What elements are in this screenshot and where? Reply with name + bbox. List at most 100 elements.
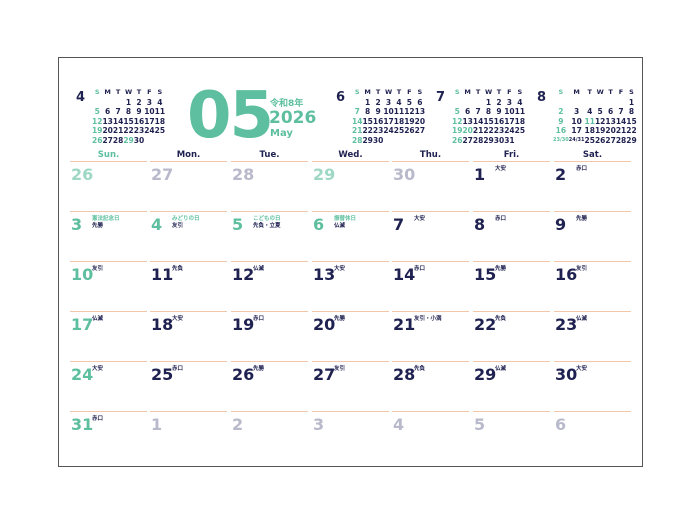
day-annotation: 先勝 xyxy=(253,366,264,373)
mini-day: 26 xyxy=(452,135,463,145)
mini-calendar-4: 4 S M T W T F S 1 2 3 4 5 6 7 8 9 10 11 12 13 14 15 16 17 18 19 20 2… xyxy=(76,88,166,146)
mini-day: 31 xyxy=(504,135,515,145)
day-cell: 4 xyxy=(392,411,469,461)
mini-day xyxy=(102,98,112,108)
mini-day: 28 xyxy=(472,135,484,145)
day-annotation: 仏滅 xyxy=(495,366,506,373)
day-annotation: 大安 xyxy=(414,216,425,223)
mini-day: 29 xyxy=(626,135,637,145)
day-cell: 22 先負 xyxy=(473,311,550,361)
mini-day: 2 xyxy=(496,97,502,107)
mini-weekday: T xyxy=(375,88,381,96)
rokuyo-label: 大安 xyxy=(576,366,588,372)
rokuyo-label: 赤口 xyxy=(253,316,265,322)
mini-day: 15 xyxy=(483,116,494,126)
mini-day: 27 xyxy=(605,135,616,145)
mini-day xyxy=(92,98,102,108)
mini-day xyxy=(144,136,154,146)
mini-day: 2 xyxy=(136,97,142,107)
mini-day: 3 xyxy=(574,107,580,117)
mini-weekday: T xyxy=(587,88,592,96)
mini-day xyxy=(155,136,165,146)
mini-day: 6 xyxy=(105,107,111,117)
mini-day: 25 xyxy=(393,126,405,136)
mini-day: 22 xyxy=(123,126,134,136)
day-cell: 27 xyxy=(150,161,227,211)
mini-day: 25 xyxy=(584,135,595,145)
day-cell: 18 大安 xyxy=(150,311,227,361)
mini-day: 5 xyxy=(597,107,603,117)
day-cell: 12 仏滅 xyxy=(231,261,308,311)
day-annotation: 大安 xyxy=(334,266,345,273)
day-cell: 29 xyxy=(312,161,389,211)
mini-calendar-6: 6 S M T W T F S 1 2 3 4 5 6 7 8 9 10 11 12 13 14 15 16 17 18 19 20 2… xyxy=(336,88,426,146)
mini-weekday: S xyxy=(629,88,634,96)
mini-day xyxy=(473,98,483,108)
mini-weekday: S xyxy=(354,88,360,96)
japanese-era-year: 令和8年 xyxy=(270,99,304,109)
rokuyo-label: 仏滅 xyxy=(334,223,346,229)
weekday-header: Wed. xyxy=(338,150,363,160)
mini-day: 19 xyxy=(92,126,103,136)
day-number: 11 xyxy=(151,265,174,284)
mini-day: 12 xyxy=(452,116,463,126)
day-annotation: 友引 xyxy=(92,266,103,273)
day-number: 24 xyxy=(71,365,94,384)
mini-day: 12 xyxy=(92,116,103,126)
mini-day: 21 xyxy=(615,126,627,136)
mini-day: 1 xyxy=(485,97,492,107)
day-number: 26 xyxy=(232,365,255,384)
day-cell: 28 xyxy=(231,161,308,211)
weekday-header: Mon. xyxy=(176,150,201,160)
day-cell: 15 先勝 xyxy=(473,261,550,311)
mini-day: 18 xyxy=(393,116,405,126)
mini-day: 13 xyxy=(102,116,113,126)
mini-calendar-month: 7 xyxy=(436,90,446,105)
day-annotation: 友引 xyxy=(334,366,345,373)
mini-day: 17 xyxy=(144,116,155,126)
mini-weekday: W xyxy=(124,88,133,96)
mini-day: 15 xyxy=(362,116,373,126)
mini-weekday: T xyxy=(396,88,402,96)
day-number: 27 xyxy=(313,365,336,384)
mini-day: 25 xyxy=(154,126,166,136)
holiday-name: みどりの日 xyxy=(172,216,200,222)
mini-day: 19 xyxy=(404,116,415,126)
mini-day xyxy=(404,136,414,146)
rokuyo-label: 大安 xyxy=(172,316,184,322)
day-annotation: 憲法記念日 先勝 xyxy=(92,216,120,230)
mini-calendar-8: 8 S M T W T F S 1 2 3 4 5 6 7 8 9 10 11 12 13 14 15 16 17 18 19 20 2… xyxy=(537,88,637,146)
mini-calendar-month: 6 xyxy=(336,90,346,105)
mini-day: 23/30 xyxy=(553,137,569,144)
day-cell: 3 xyxy=(312,411,389,461)
mini-weekday: S xyxy=(517,88,523,96)
mini-day: 3 xyxy=(385,97,392,107)
mini-day xyxy=(452,98,462,108)
mini-day: 7 xyxy=(354,107,360,117)
mini-day: 28 xyxy=(615,135,627,145)
rokuyo-label: 大安 xyxy=(495,166,507,172)
mini-day: 2 xyxy=(558,107,564,117)
day-number: 28 xyxy=(232,165,255,184)
rokuyo-label: 友引・小満 xyxy=(414,316,442,322)
calendar-page xyxy=(58,57,643,467)
mini-weekday: M xyxy=(573,88,580,96)
mini-weekday: S xyxy=(558,88,564,96)
holiday-name: 振替休日 xyxy=(334,216,357,222)
day-annotation: 先負 xyxy=(414,366,425,373)
mini-day: 26 xyxy=(404,126,415,136)
mini-day: 18 xyxy=(584,126,595,136)
mini-day: 18 xyxy=(514,116,526,126)
day-annotation: 赤口 xyxy=(172,366,183,373)
mini-day xyxy=(352,98,362,108)
day-number: 13 xyxy=(313,265,336,284)
day-number: 28 xyxy=(393,365,416,384)
mini-day: 7 xyxy=(475,107,481,117)
mini-weekday: M xyxy=(104,88,111,96)
mini-day: 3 xyxy=(506,97,513,107)
mini-day: 20 xyxy=(414,116,426,126)
rokuyo-label: 友引 xyxy=(92,266,104,272)
mini-day: 18 xyxy=(154,116,166,126)
day-annotation: 先勝 xyxy=(495,266,506,273)
mini-day: 14 xyxy=(472,116,484,126)
